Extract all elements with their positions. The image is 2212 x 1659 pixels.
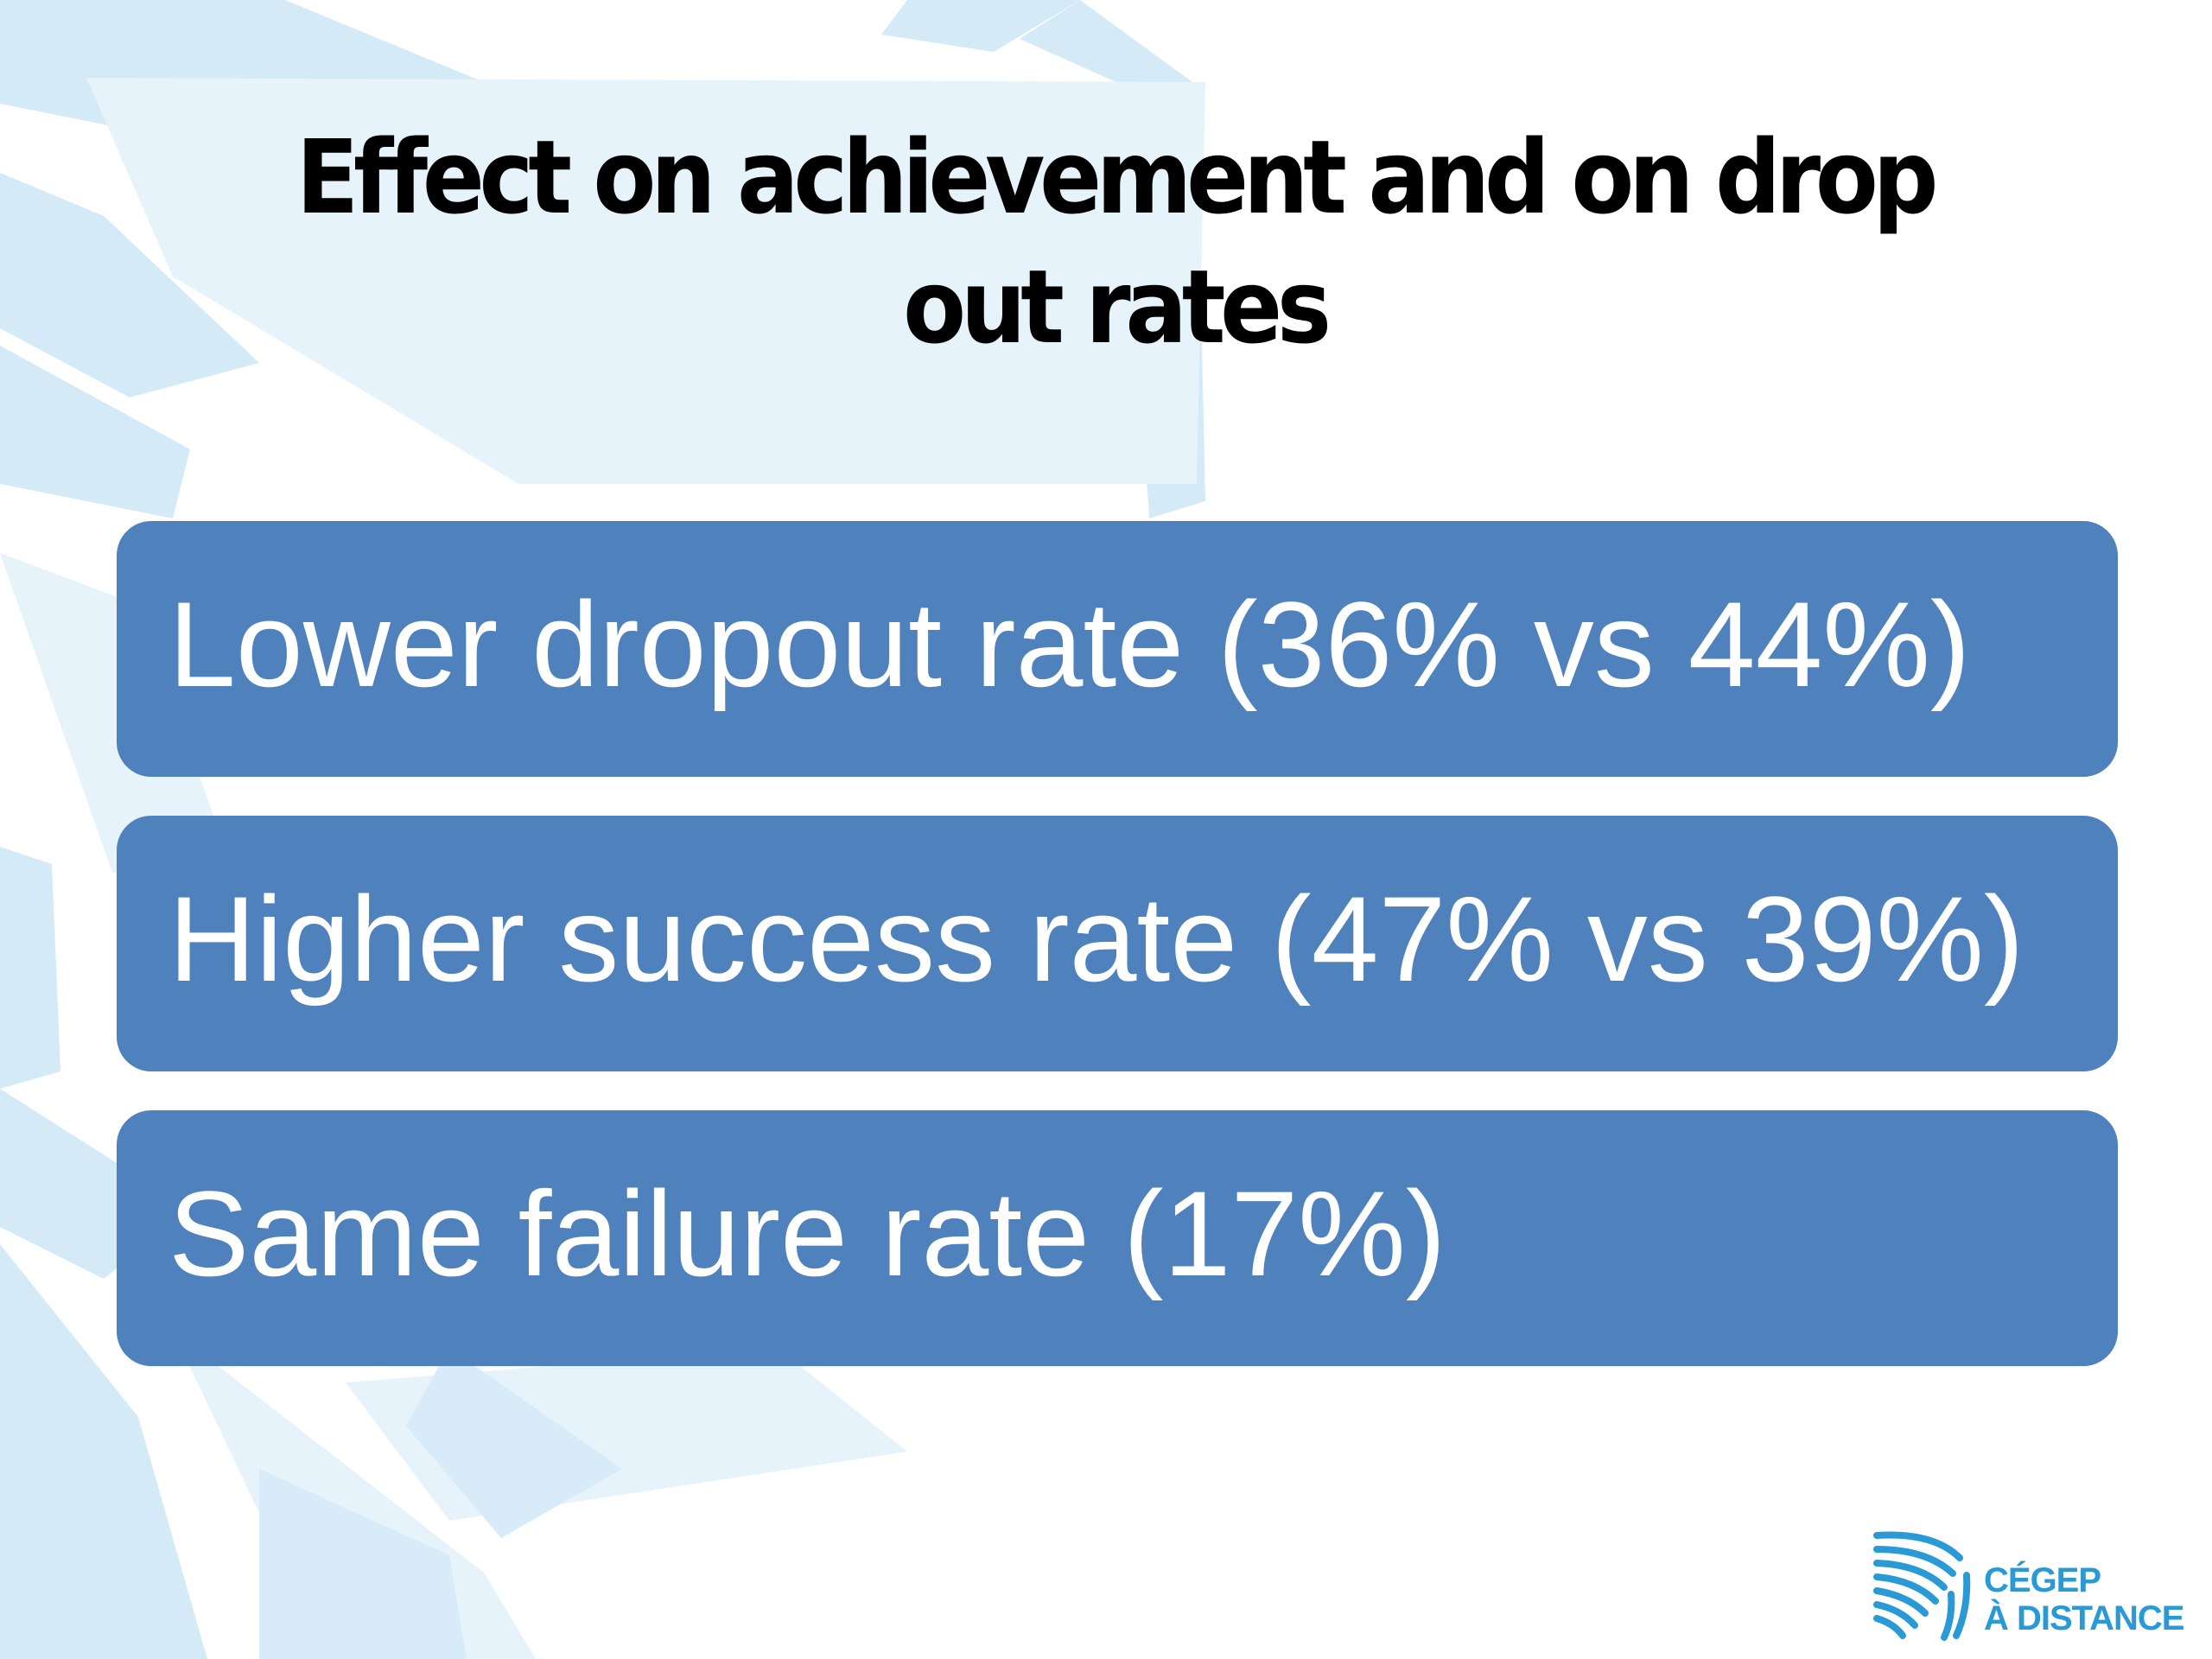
waves-icon xyxy=(1873,1531,1971,1641)
stat-box-failure: Same failure rate (17%) xyxy=(117,1110,2118,1366)
cegep-a-distance-logo: CÉGEP À DISTANCE xyxy=(1873,1523,2184,1644)
slide-title: Effect on achievement and on drop out ra… xyxy=(296,118,1939,366)
logo-line-1: CÉGEP xyxy=(1984,1561,2101,1599)
stat-text-dropout: Lower dropout rate (36% vs 44%) xyxy=(168,576,1971,712)
logo-wordmark: CÉGEP À DISTANCE xyxy=(1984,1561,2184,1637)
stat-box-success: Higher success rate (47% vs 39%) xyxy=(117,816,2118,1071)
stat-box-dropout: Lower dropout rate (36% vs 44%) xyxy=(117,521,2118,777)
logo-line-2: À DISTANCE xyxy=(1984,1599,2184,1637)
stat-text-success: Higher success rate (47% vs 39%) xyxy=(168,871,2024,1007)
stat-text-failure: Same failure rate (17%) xyxy=(168,1166,1446,1301)
